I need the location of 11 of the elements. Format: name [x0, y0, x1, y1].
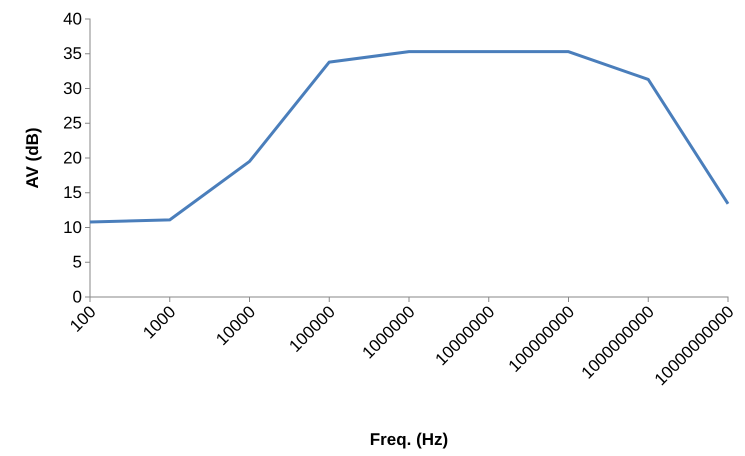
y-tick-label: 35: [63, 44, 82, 64]
y-tick-label: 40: [63, 9, 82, 28]
y-tick-label: 5: [72, 252, 82, 272]
y-tick-label: 20: [63, 148, 82, 168]
y-tick-label: 30: [63, 78, 82, 98]
y-tick-label: 25: [63, 114, 82, 133]
x-axis-title: Freq. (Hz): [370, 430, 448, 449]
y-tick-label: 15: [63, 183, 82, 202]
y-axis-title: AV (dB): [23, 127, 42, 189]
y-tick-label: 10: [63, 218, 82, 237]
line-series: [88, 50, 730, 224]
